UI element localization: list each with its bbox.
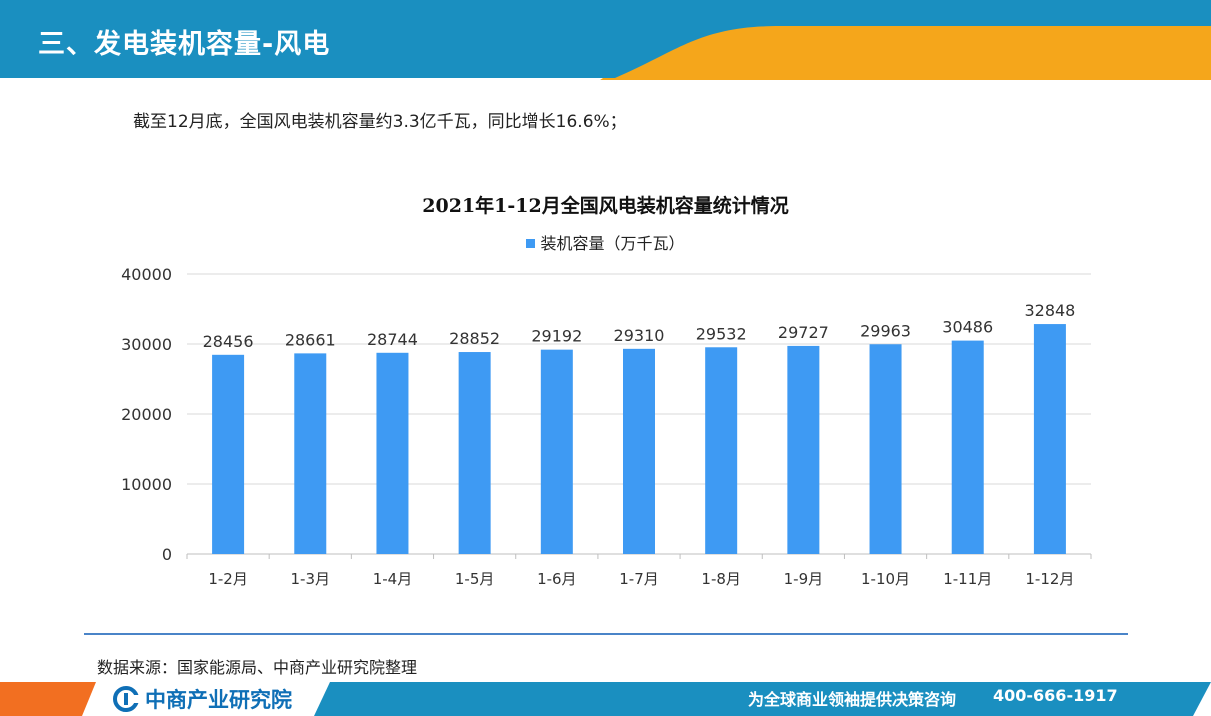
bar <box>294 353 327 554</box>
company-name: 中商产业研究院 <box>145 688 292 712</box>
chart-bars <box>212 324 1066 554</box>
y-tick-label: 0 <box>162 545 172 564</box>
company-logo: 中商产业研究院 <box>113 684 292 714</box>
x-tick-label: 1-5月 <box>455 570 495 588</box>
data-label: 28744 <box>367 330 418 349</box>
data-label: 29310 <box>614 326 665 345</box>
data-label: 29532 <box>696 324 747 343</box>
x-tick-label: 1-3月 <box>291 570 331 588</box>
bar <box>951 340 984 554</box>
bar <box>1033 324 1066 554</box>
chart-legend: 装机容量（万千瓦） <box>0 230 1211 254</box>
bar <box>376 352 409 554</box>
company-logo-icon <box>113 686 139 712</box>
x-tick-label: 1-9月 <box>784 570 824 588</box>
y-tick-label: 30000 <box>121 335 172 354</box>
data-label: 29192 <box>531 327 582 346</box>
chart-title: 2021年1-12月全国风电装机容量统计情况 <box>422 195 789 217</box>
data-label: 28456 <box>203 332 254 351</box>
data-label: 29727 <box>778 323 829 342</box>
bar <box>705 347 738 554</box>
x-tick-label: 1-4月 <box>373 570 413 588</box>
x-tick-label: 1-2月 <box>208 570 248 588</box>
data-label: 30486 <box>942 318 993 337</box>
x-tick-label: 1-10月 <box>861 570 910 588</box>
bar <box>212 354 245 554</box>
legend-label: 装机容量（万千瓦） <box>540 234 685 253</box>
chart-labels: 0 10000 20000 30000 40000 28456 1-2月 28661 1-3月 2… <box>121 265 1075 588</box>
legend-swatch <box>526 239 536 248</box>
bar <box>787 345 820 554</box>
bottom-divider <box>84 633 1128 635</box>
summary-text: 截至12月底，全国风电装机容量约3.3亿千瓦，同比增长16.6%； <box>133 112 627 132</box>
header-background <box>0 0 1211 80</box>
x-tick-label: 1-8月 <box>701 570 741 588</box>
data-label: 28661 <box>285 330 336 349</box>
data-source-text: 数据来源：国家能源局、中商产业研究院整理 <box>97 658 418 677</box>
x-tick-label: 1-6月 <box>537 570 577 588</box>
y-tick-label: 40000 <box>121 265 172 284</box>
bar <box>540 349 573 554</box>
footer-bar <box>0 682 1211 716</box>
bar <box>869 344 902 554</box>
footer-background <box>0 682 1211 716</box>
header-banner: 三、发电装机容量-风电 <box>0 0 1211 80</box>
footer-slogan: 为全球商业领袖提供决策咨询 <box>748 690 957 709</box>
data-label: 29963 <box>860 321 911 340</box>
y-tick-label: 20000 <box>121 405 172 424</box>
bar <box>458 352 491 554</box>
x-tick-label: 1-11月 <box>943 570 992 588</box>
y-tick-label: 10000 <box>121 475 172 494</box>
footer-phone: 400-666-1917 <box>993 686 1118 705</box>
section-title: 三、发电装机容量-风电 <box>38 29 331 60</box>
bar <box>623 348 655 554</box>
data-label: 32848 <box>1024 301 1075 320</box>
x-tick-label: 1-7月 <box>619 570 659 588</box>
x-tick-label: 1-12月 <box>1025 570 1074 588</box>
data-label: 28852 <box>449 329 500 348</box>
